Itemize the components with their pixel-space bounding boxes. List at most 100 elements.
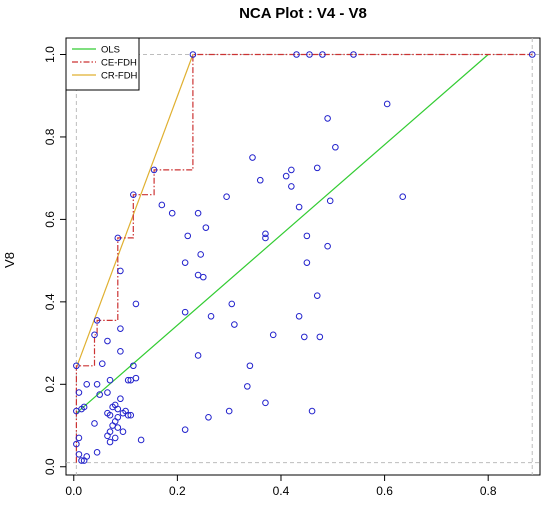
legend-label: CE-FDH	[101, 58, 137, 69]
y-tick-label: 0.4	[43, 293, 57, 310]
data-point	[324, 242, 331, 250]
data-point	[269, 331, 277, 339]
data-point	[130, 362, 137, 370]
data-points	[73, 51, 536, 464]
data-point	[194, 209, 202, 217]
data-point	[104, 389, 111, 396]
data-point	[127, 411, 135, 419]
data-point	[316, 333, 324, 341]
data-point	[73, 440, 80, 448]
data-point	[114, 234, 122, 242]
data-point	[181, 259, 189, 266]
data-point	[91, 420, 98, 427]
x-tick-label: 0.0	[65, 484, 82, 498]
data-point	[399, 193, 407, 201]
data-point	[262, 399, 269, 407]
data-point	[80, 457, 88, 464]
x-tick-label: 0.6	[376, 484, 393, 498]
data-point	[83, 381, 91, 388]
ceiling-lines	[75, 53, 533, 463]
data-point	[383, 100, 391, 108]
data-point	[114, 405, 122, 413]
data-point	[282, 172, 290, 180]
data-point	[295, 312, 303, 320]
data-point	[106, 411, 114, 419]
data-point	[324, 115, 331, 122]
data-point	[244, 383, 251, 390]
data-point	[93, 381, 101, 388]
legend-label: OLS	[101, 45, 120, 56]
data-point	[93, 317, 101, 324]
data-point	[308, 407, 316, 415]
x-tick-label: 0.4	[273, 484, 290, 498]
data-point	[332, 143, 339, 151]
data-point	[199, 273, 207, 281]
data-point	[78, 457, 85, 464]
data-point	[181, 426, 189, 433]
y-axis-ticks: 0.0 0.2 0.4 0.6 0.8 1.0	[43, 46, 66, 475]
data-point	[528, 51, 536, 58]
x-axis-ticks: 0.0 0.2 0.4 0.6 0.8	[65, 475, 497, 498]
data-point	[124, 411, 132, 419]
data-point	[288, 166, 295, 174]
x-tick-label: 0.8	[480, 484, 497, 498]
data-point	[119, 428, 127, 436]
data-point	[130, 191, 137, 198]
data-point	[313, 292, 321, 299]
data-point	[75, 451, 83, 458]
data-point	[137, 436, 145, 444]
chart-title: NCA Plot : V4 - V8	[239, 5, 367, 22]
legend-box	[65, 37, 140, 91]
data-point	[117, 395, 124, 403]
data-point	[350, 51, 357, 58]
data-point	[303, 259, 311, 266]
data-point	[117, 267, 124, 275]
data-point	[300, 333, 308, 341]
y-tick-label: 1.0	[43, 46, 57, 63]
data-point	[303, 232, 311, 240]
data-point	[104, 337, 111, 345]
data-point	[207, 312, 215, 320]
data-point	[132, 300, 140, 308]
ce-fdh-line	[75, 53, 533, 463]
data-point	[150, 166, 158, 174]
legend-label: CR-FDH	[101, 71, 138, 82]
data-point	[246, 362, 254, 370]
data-point	[98, 360, 106, 367]
data-point	[326, 197, 334, 205]
data-point	[73, 362, 80, 370]
data-point	[313, 164, 321, 172]
data-point	[111, 434, 119, 442]
data-point	[319, 51, 326, 58]
data-point	[197, 251, 204, 258]
y-axis-label: V8	[2, 252, 17, 268]
data-point	[202, 224, 210, 231]
y-tick-label: 0.8	[43, 128, 57, 145]
data-point	[205, 413, 212, 421]
data-point	[306, 51, 313, 58]
data-point	[114, 424, 122, 431]
cr-fdh-line	[75, 54, 194, 369]
y-tick-label: 0.0	[43, 458, 57, 475]
data-point	[256, 176, 264, 184]
data-point	[231, 321, 238, 328]
data-point	[96, 391, 103, 398]
data-point	[249, 154, 256, 161]
data-point	[295, 203, 303, 211]
data-point	[104, 432, 111, 440]
legend: OLS CE-FDH CR-FDH	[65, 37, 140, 91]
data-point	[184, 232, 192, 240]
data-point	[93, 449, 101, 456]
data-point	[106, 438, 114, 446]
data-point	[75, 434, 83, 442]
data-point	[132, 374, 140, 382]
data-point	[168, 209, 176, 217]
data-point	[106, 376, 114, 384]
data-point	[117, 348, 124, 355]
data-point	[288, 183, 295, 190]
data-point	[181, 308, 189, 316]
ols-line	[75, 54, 489, 414]
plot-frame	[65, 37, 541, 476]
data-point	[293, 51, 300, 58]
